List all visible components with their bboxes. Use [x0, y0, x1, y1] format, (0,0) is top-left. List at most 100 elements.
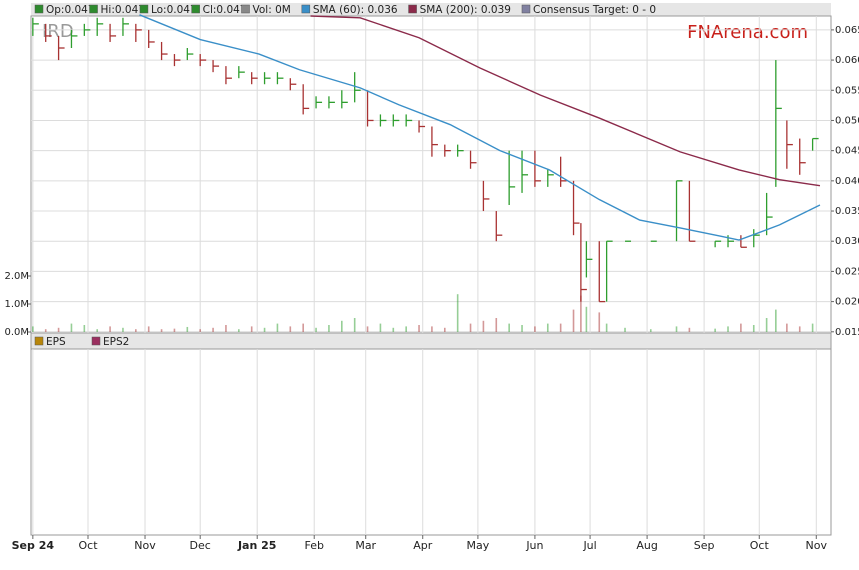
y-tick-label: 0.050 [835, 115, 859, 126]
volume-bar [688, 327, 691, 332]
volume-bar [109, 326, 111, 332]
volume-bar [276, 323, 279, 332]
x-tick-label: Aug [636, 539, 657, 552]
y-tick-label: 0.045 [835, 146, 859, 157]
y-tick-label: 0.020 [835, 297, 859, 308]
y2-tick-label: 1.0M [4, 299, 29, 310]
volume-bar [443, 327, 446, 332]
volume-bar [186, 326, 189, 332]
volume-bar [250, 326, 253, 332]
y-tick-label: 0.065 [835, 25, 859, 36]
x-tick-label: Jul [582, 539, 596, 552]
legend-label: SMA (60): 0.036 [313, 4, 398, 16]
volume-bar [431, 326, 433, 332]
volume-bar [83, 325, 86, 332]
volume-bar [534, 326, 536, 332]
legend-swatch [34, 336, 44, 346]
x-tick-label: Oct [750, 539, 770, 552]
volume-bar [546, 323, 549, 332]
y-tick-label: 0.030 [835, 236, 859, 247]
legend-label: Hi:0.047 [101, 4, 145, 16]
volume-bar [714, 328, 716, 332]
x-tick-label: Feb [304, 539, 323, 552]
legend-swatch [191, 4, 200, 14]
volume-bar [775, 309, 777, 332]
x-tick-label: Apr [413, 539, 433, 552]
volume-bar [740, 323, 742, 332]
legend-swatch [521, 4, 531, 14]
x-tick-label: Oct [78, 539, 98, 552]
volume-bar [160, 329, 163, 332]
x-tick-label: Sep 24 [12, 539, 55, 552]
volume-bar [675, 326, 678, 332]
y-tick-label: 0.040 [835, 176, 859, 187]
legend-swatch [139, 4, 149, 14]
volume-bar [353, 318, 356, 332]
legend-label: EPS2 [103, 336, 129, 348]
volume-bar [456, 294, 459, 332]
volume-bar [328, 325, 330, 332]
y2-tick-label: 2.0M [4, 271, 29, 282]
volume-bar [598, 312, 601, 332]
legend-swatch [34, 4, 44, 14]
price-panel [30, 15, 832, 334]
volume-bar [225, 325, 227, 332]
x-tick-label: May [467, 539, 490, 552]
eps-panel [30, 348, 832, 536]
legend-label: Consensus Target: 0 - 0 [533, 4, 656, 16]
x-tick-label: Dec [190, 539, 211, 552]
x-tick-label: Jan 25 [237, 539, 276, 552]
volume-bar [572, 309, 575, 332]
legend-label: EPS [46, 336, 66, 348]
volume-bar [469, 323, 472, 332]
volume-bar [238, 329, 240, 332]
volume-bar [289, 326, 292, 332]
volume-bar [147, 326, 150, 332]
volume-bar [122, 327, 124, 332]
y-tick-label: 0.055 [835, 85, 859, 96]
volume-bar [605, 323, 608, 332]
x-tick-label: Jun [525, 539, 543, 552]
volume-bar [57, 327, 60, 332]
volume-bar [495, 318, 498, 332]
x-tick-label: Nov [134, 539, 156, 552]
volume-bar [405, 326, 407, 332]
volume-bar [379, 323, 382, 332]
legend-label: Lo:0.047 [151, 4, 197, 16]
volume-bar [263, 327, 266, 332]
volume-bar [32, 326, 34, 332]
volume-bar [765, 318, 768, 332]
volume-bar [418, 325, 420, 332]
volume-bar [521, 325, 523, 332]
volume-bar [392, 327, 395, 332]
volume-bar [212, 327, 214, 332]
volume-bar [786, 323, 788, 332]
legend-bar [31, 3, 831, 16]
legend-swatch [408, 4, 417, 14]
legend-swatch [89, 4, 98, 14]
volume-bar [727, 326, 729, 332]
volume-bar [811, 323, 814, 332]
sma-line [139, 14, 821, 241]
volume-bar [199, 329, 201, 332]
ticker: IRD [42, 21, 74, 42]
volume-bar [559, 323, 562, 332]
legend-swatch [241, 4, 250, 14]
volume-bar [135, 329, 137, 332]
volume-bar [585, 306, 588, 332]
volume-bar [341, 320, 343, 332]
y2-tick-label: 0.0M [4, 327, 29, 338]
volume-bar [315, 327, 317, 332]
legend-label: Vol: 0M [253, 4, 291, 16]
volume-bar [482, 320, 485, 332]
legend-swatch [301, 4, 311, 14]
volume-bar [70, 323, 73, 332]
volume-bar [44, 329, 47, 332]
y-tick-label: 0.035 [835, 206, 859, 217]
volume-bar [173, 328, 176, 332]
watermark: FNArena.com [687, 22, 808, 43]
legend-label: Cl:0.047 [203, 4, 247, 16]
volume-bar [752, 325, 755, 332]
volume-bar [302, 323, 304, 332]
